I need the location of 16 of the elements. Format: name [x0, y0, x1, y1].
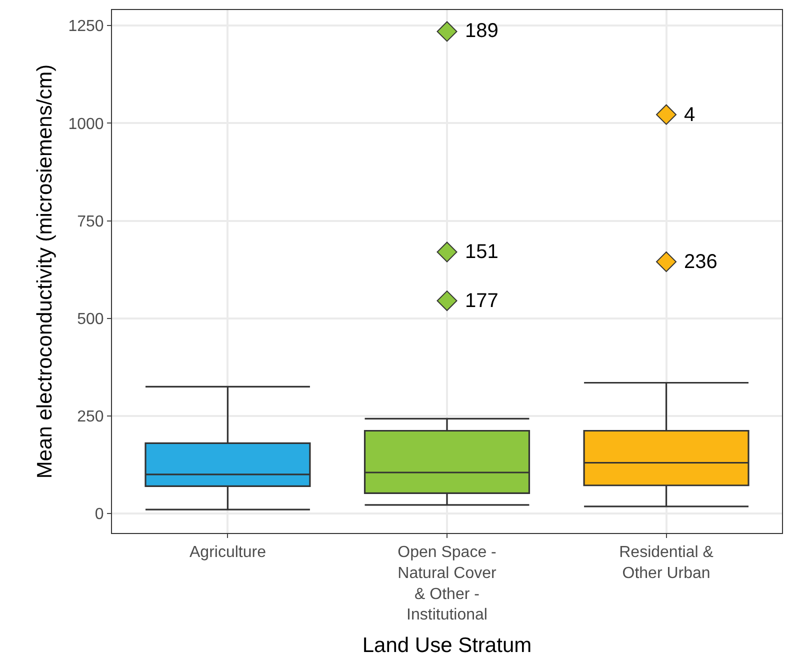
y-tick-label: 750 — [77, 213, 104, 230]
y-tick-label: 0 — [94, 506, 104, 524]
annotation: 189 — [465, 20, 498, 42]
y-tick-label: 1250 — [68, 18, 104, 36]
x-tick-label: Residential & Other Urban — [619, 544, 714, 582]
annotation: 151 — [465, 241, 498, 263]
annotation: 177 — [465, 290, 498, 312]
y-tick-label: 1000 — [68, 116, 104, 133]
annotation: 236 — [684, 251, 718, 273]
annotation: 4 — [684, 104, 696, 126]
x-axis-title: Land Use Stratum — [362, 634, 532, 657]
y-tick-label: 250 — [77, 408, 104, 426]
y-axis-title: Mean electroconductivity (microsiemens/cm) — [33, 64, 56, 479]
y-tick-label: 500 — [77, 310, 104, 328]
x-tick-label: Open Space - Natural Cover & Other - Institutional — [398, 544, 498, 624]
x-tick-label: Agriculture — [189, 544, 266, 562]
